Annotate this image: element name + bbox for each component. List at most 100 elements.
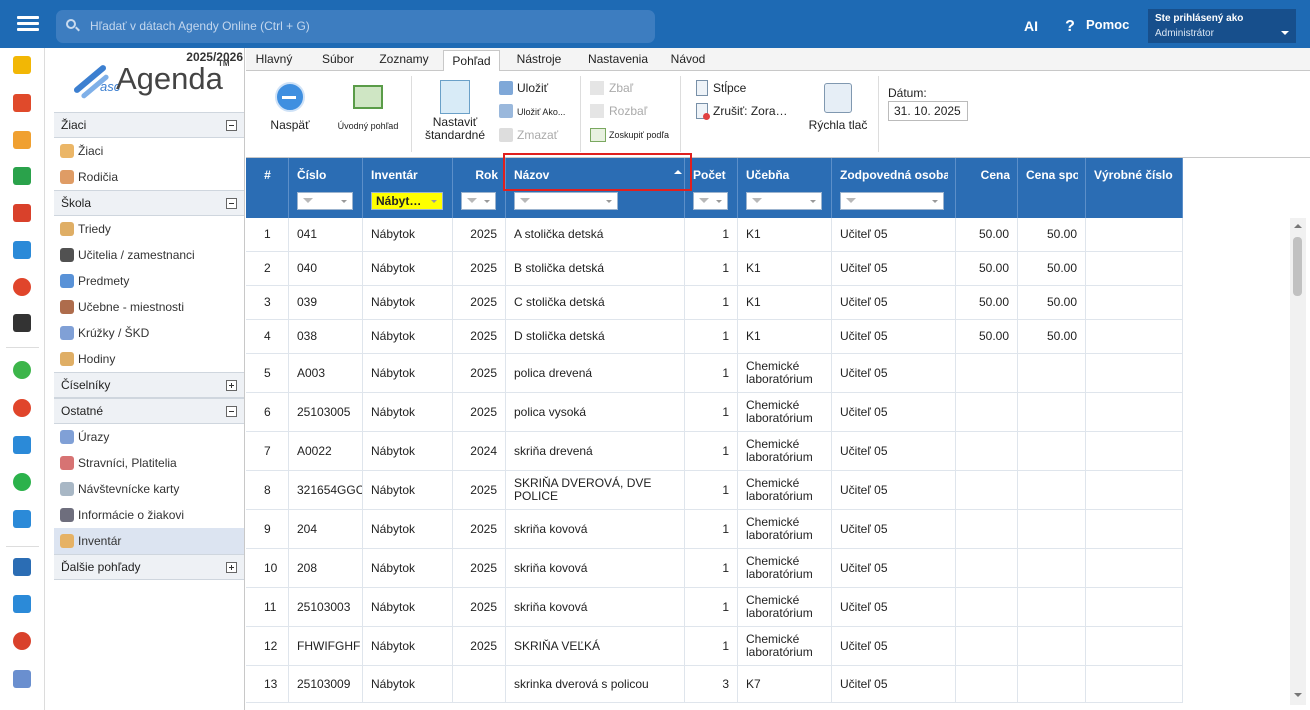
column-filter[interactable] [746, 192, 822, 210]
delete-button[interactable]: Zmazať [517, 127, 567, 143]
user-box[interactable]: Ste prihlásený akoAdministrátor [1148, 9, 1296, 43]
sidebar-item[interactable]: Úrazy [54, 424, 244, 450]
table-row[interactable]: 8321654GGCNábytok2025SKRIŇA DVEROVÁ, DVE… [246, 471, 1183, 510]
rail-icon[interactable] [13, 670, 31, 688]
cell-text: 1 [722, 406, 729, 419]
rail-icon[interactable] [13, 558, 31, 576]
save-as-button[interactable]: Uložiť Ako... [517, 104, 573, 120]
sidebar-item[interactable]: Hodiny [54, 346, 244, 372]
column-filter[interactable] [840, 192, 944, 210]
section-toggle[interactable] [226, 406, 237, 417]
table-row[interactable]: 9204Nábytok2025skriňa kovová1Chemické la… [246, 510, 1183, 549]
rail-icon[interactable] [13, 399, 31, 417]
table-row[interactable]: 4038Nábytok2025D stolička detská1K1Učite… [246, 320, 1183, 354]
rail-icon[interactable] [13, 241, 31, 259]
menu-button[interactable] [14, 13, 42, 35]
rail-icon[interactable] [13, 94, 31, 112]
sidebar-section-header[interactable]: Číselníky [54, 372, 244, 398]
rail-icon[interactable] [13, 473, 31, 491]
rail-icon[interactable] [13, 436, 31, 454]
section-toggle[interactable] [226, 562, 237, 573]
expand-button[interactable]: Rozbaľ [609, 103, 659, 119]
section-toggle[interactable] [226, 380, 237, 391]
sidebar-item[interactable]: Predmety [54, 268, 244, 294]
table-row[interactable]: 625103005Nábytok2025polica vysoká1Chemic… [246, 393, 1183, 432]
rail-icon[interactable] [13, 167, 31, 185]
table-row[interactable]: 7A0022Nábytok2024skriňa drevená1Chemické… [246, 432, 1183, 471]
column-filter[interactable] [514, 192, 618, 210]
ai-button[interactable]: AI [1018, 10, 1044, 43]
column-header[interactable]: Číslo [289, 158, 363, 218]
column-header[interactable]: InventárNábyt… [363, 158, 453, 218]
rail-icon[interactable] [13, 204, 31, 222]
table-row[interactable]: 10208Nábytok2025skriňa kovová1Chemické l… [246, 549, 1183, 588]
sidebar-item[interactable]: Návštevnícke karty [54, 476, 244, 502]
help-button[interactable]: Pomoc [1086, 10, 1136, 43]
table-cell: 1 [246, 218, 289, 252]
sidebar-item[interactable]: Informácie o žiakovi [54, 502, 244, 528]
sidebar-item[interactable]: Žiaci [54, 138, 244, 164]
column-header[interactable]: Počet [685, 158, 738, 218]
sidebar-section-header[interactable]: Žiaci [54, 112, 244, 138]
column-filter[interactable]: Nábyt… [371, 192, 443, 210]
rail-icon[interactable] [13, 56, 31, 74]
column-header[interactable]: Výrobné číslo [1086, 158, 1183, 218]
tab[interactable]: Návod [663, 49, 713, 70]
rail-icon[interactable] [13, 595, 31, 613]
rail-icon[interactable] [13, 361, 31, 379]
column-filter[interactable] [297, 192, 353, 210]
section-toggle[interactable] [226, 198, 237, 209]
tab[interactable]: Pohľad [443, 50, 500, 72]
group-by-button[interactable]: Zoskupiť podľa [609, 127, 677, 143]
table-row[interactable]: 2040Nábytok2025B stolička detská1K1Učite… [246, 252, 1183, 286]
column-header[interactable]: Cena spolu [1018, 158, 1086, 218]
sidebar-item[interactable]: Učitelia / zamestnanci [54, 242, 244, 268]
column-header[interactable]: Cena [956, 158, 1018, 218]
set-default-button[interactable]: Nastaviť štandardné [418, 116, 492, 144]
column-header[interactable]: Učebňa [738, 158, 832, 218]
quick-print-button[interactable]: Rýchla tlač [802, 117, 874, 133]
table-cell [1086, 510, 1183, 549]
table-row[interactable]: 12FHWIFGHFNábytok2025SKRIŇA VEĽKÁ1Chemic… [246, 627, 1183, 666]
column-header[interactable]: Zodpovedná osoba [832, 158, 956, 218]
rail-icon[interactable] [13, 510, 31, 528]
collapse-button[interactable]: Zbaľ [609, 80, 649, 96]
sidebar-item[interactable]: Triedy [54, 216, 244, 242]
section-toggle[interactable] [226, 120, 237, 131]
tab[interactable]: Hlavný [252, 49, 296, 70]
sidebar-item[interactable]: Učebne - miestnosti [54, 294, 244, 320]
tab[interactable]: Zoznamy [370, 49, 438, 70]
rail-icon[interactable] [13, 314, 31, 332]
sidebar-item[interactable]: Rodičia [54, 164, 244, 190]
table-row[interactable]: 1041Nábytok2025A stolička detská1K1Učite… [246, 218, 1183, 252]
tab[interactable]: Nastavenia [578, 49, 658, 70]
columns-button[interactable]: Stĺpce [713, 80, 763, 96]
save-button[interactable]: Uložiť [517, 80, 567, 96]
column-filter[interactable] [693, 192, 728, 210]
scroll-thumb[interactable] [1293, 237, 1302, 296]
tab[interactable]: Nástroje [508, 49, 570, 70]
column-header[interactable]: Rok [453, 158, 506, 218]
sidebar-item[interactable]: Inventár [54, 528, 244, 554]
table-row[interactable]: 5A003Nábytok2025polica drevená1Chemické … [246, 354, 1183, 393]
help-icon[interactable]: ? [1062, 10, 1078, 43]
date-input[interactable]: 31. 10. 2025 [888, 101, 968, 121]
sidebar-section-header[interactable]: Škola [54, 190, 244, 216]
tab[interactable]: Súbor [314, 49, 362, 70]
rail-icon[interactable] [13, 278, 31, 296]
sidebar-section-header[interactable]: Ostatné [54, 398, 244, 424]
home-view-button[interactable]: Úvodný pohľad [330, 118, 406, 134]
column-filter[interactable] [461, 192, 496, 210]
rail-icon[interactable] [13, 632, 31, 650]
table-row[interactable]: 3039Nábytok2025C stolička detská1K1Učite… [246, 286, 1183, 320]
table-row[interactable]: 1125103003Nábytok2025skriňa kovová1Chemi… [246, 588, 1183, 627]
table-cell: 50.00 [956, 320, 1018, 354]
cancel-sort-button[interactable]: Zrušiť: Zora… [713, 103, 793, 119]
sidebar-item[interactable]: Krúžky / ŠKD [54, 320, 244, 346]
sidebar-item[interactable]: Stravníci, Platitelia [54, 450, 244, 476]
sidebar-section-header[interactable]: Ďalšie pohľady [54, 554, 244, 580]
back-button[interactable]: Naspäť [258, 117, 322, 133]
column-header[interactable]: # [246, 158, 289, 218]
table-row[interactable]: 1325103009Nábytokskrinka dverová s polic… [246, 666, 1183, 703]
rail-icon[interactable] [13, 131, 31, 149]
